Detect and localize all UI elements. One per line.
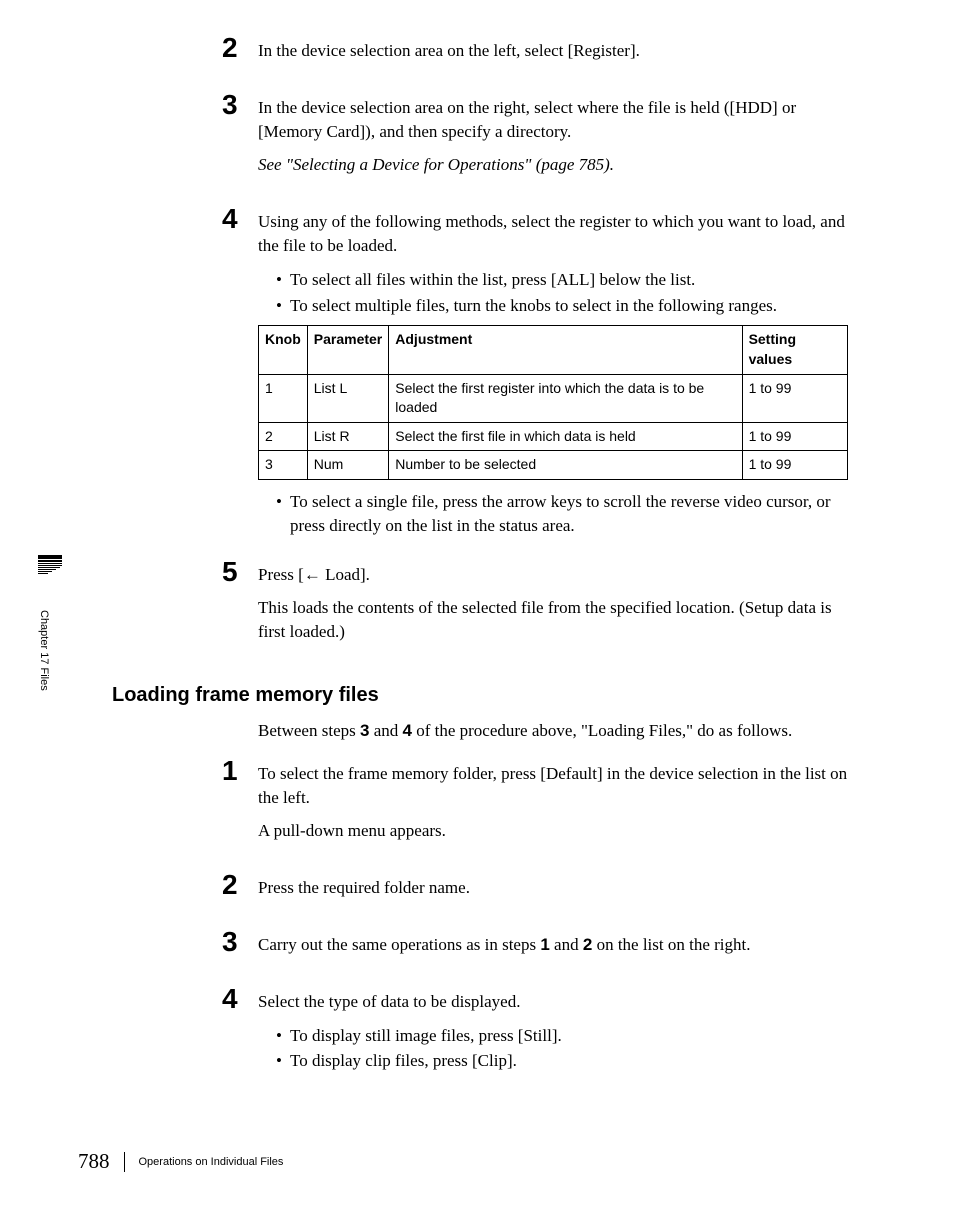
bullet-item: To select a single file, press the arrow…: [276, 490, 848, 538]
chapter-thumb-bars-icon: [38, 555, 62, 574]
sub-step-3: 3 Carry out the same operations as in st…: [222, 928, 848, 967]
step-body: Using any of the following methods, sele…: [258, 205, 848, 539]
page-number: 788: [78, 1149, 110, 1174]
step-body: Press [← Load]. This loads the contents …: [258, 558, 848, 654]
step-body: To select the frame memory folder, press…: [258, 757, 848, 853]
text-fragment: Between steps: [258, 721, 360, 740]
table-header: Adjustment: [389, 326, 742, 374]
step-5: 5 Press [← Load]. This loads the content…: [222, 558, 848, 654]
table-header: Parameter: [307, 326, 389, 374]
subsection-content: Between steps 3 and 4 of the procedure a…: [222, 719, 848, 1075]
sidebar-marker: Chapter 17 Files: [38, 555, 58, 691]
step-number: 4: [222, 985, 258, 1013]
text-fragment: on the list on the right.: [592, 935, 750, 954]
page-footer: 788 Operations on Individual Files: [78, 1149, 283, 1174]
intro-paragraph: Between steps 3 and 4 of the procedure a…: [258, 719, 848, 743]
sub-step-4: 4 Select the type of data to be displaye…: [222, 985, 848, 1075]
step-text: Press [← Load].: [258, 563, 848, 587]
bold-step-ref: 1: [540, 935, 549, 954]
table-cell: Select the first register into which the…: [389, 374, 742, 422]
step-number: 2: [222, 871, 258, 899]
step-reference: See "Selecting a Device for Operations" …: [258, 153, 848, 177]
table-cell: 2: [259, 422, 308, 451]
table-header: Knob: [259, 326, 308, 374]
step-text: Press the required folder name.: [258, 876, 848, 900]
sub-step-1: 1 To select the frame memory folder, pre…: [222, 757, 848, 853]
step-text: A pull-down menu appears.: [258, 819, 848, 843]
table-cell: List R: [307, 422, 389, 451]
step-number: 3: [222, 928, 258, 956]
step-2: 2 In the device selection area on the le…: [222, 34, 848, 73]
step-number: 4: [222, 205, 258, 233]
table-cell: 3: [259, 451, 308, 480]
step-3: 3 In the device selection area on the ri…: [222, 91, 848, 187]
step-text: Carry out the same operations as in step…: [258, 933, 848, 957]
step-body: Select the type of data to be displayed.…: [258, 985, 848, 1075]
table-row: 2 List R Select the first file in which …: [259, 422, 848, 451]
step-body: Press the required folder name.: [258, 871, 848, 910]
footer-title: Operations on Individual Files: [139, 1156, 284, 1168]
section-heading: Loading frame memory files: [112, 684, 848, 707]
table-header: Setting values: [742, 326, 847, 374]
step-4: 4 Using any of the following methods, se…: [222, 205, 848, 539]
text-fragment: Press [: [258, 565, 304, 584]
bullet-item: To display still image files, press [Sti…: [276, 1024, 848, 1048]
table-cell: 1 to 99: [742, 451, 847, 480]
table-row: 3 Num Number to be selected 1 to 99: [259, 451, 848, 480]
step-body: In the device selection area on the righ…: [258, 91, 848, 187]
main-content: 2 In the device selection area on the le…: [222, 34, 848, 654]
parameters-table: Knob Parameter Adjustment Setting values…: [258, 325, 848, 480]
bullet-list: To display still image files, press [Sti…: [258, 1024, 848, 1074]
text-fragment: and: [550, 935, 583, 954]
step-text: In the device selection area on the left…: [258, 39, 848, 63]
bullet-item: To select multiple files, turn the knobs…: [276, 294, 848, 318]
text-fragment: of the procedure above, "Loading Files,"…: [412, 721, 792, 740]
bullet-item: To display clip files, press [Clip].: [276, 1049, 848, 1073]
text-fragment: Carry out the same operations as in step…: [258, 935, 540, 954]
text-fragment: and: [369, 721, 402, 740]
table-cell: Select the first file in which data is h…: [389, 422, 742, 451]
step-number: 1: [222, 757, 258, 785]
table-cell: Number to be selected: [389, 451, 742, 480]
arrow-left-icon: ←: [304, 565, 321, 584]
step-number: 2: [222, 34, 258, 62]
bold-step-ref: 2: [583, 935, 592, 954]
bullet-list: To select all files within the list, pre…: [258, 268, 848, 318]
step-body: Carry out the same operations as in step…: [258, 928, 848, 967]
step-text: This loads the contents of the selected …: [258, 596, 848, 644]
bullet-list: To select a single file, press the arrow…: [258, 490, 848, 538]
bold-step-ref: 4: [403, 721, 412, 740]
step-text: In the device selection area on the righ…: [258, 96, 848, 144]
table-cell: Num: [307, 451, 389, 480]
table-row: 1 List L Select the first register into …: [259, 374, 848, 422]
text-fragment: Load].: [321, 565, 370, 584]
footer-divider: [124, 1152, 125, 1172]
step-text: Using any of the following methods, sele…: [258, 210, 848, 258]
sidebar-chapter-label: Chapter 17 Files: [38, 610, 50, 691]
table-cell: 1 to 99: [742, 422, 847, 451]
step-text: Select the type of data to be displayed.: [258, 990, 848, 1014]
table-header-row: Knob Parameter Adjustment Setting values: [259, 326, 848, 374]
sub-step-2: 2 Press the required folder name.: [222, 871, 848, 910]
bullet-item: To select all files within the list, pre…: [276, 268, 848, 292]
table-cell: List L: [307, 374, 389, 422]
step-number: 3: [222, 91, 258, 119]
step-text: To select the frame memory folder, press…: [258, 762, 848, 810]
step-body: In the device selection area on the left…: [258, 34, 848, 73]
step-number: 5: [222, 558, 258, 586]
table-cell: 1 to 99: [742, 374, 847, 422]
table-cell: 1: [259, 374, 308, 422]
